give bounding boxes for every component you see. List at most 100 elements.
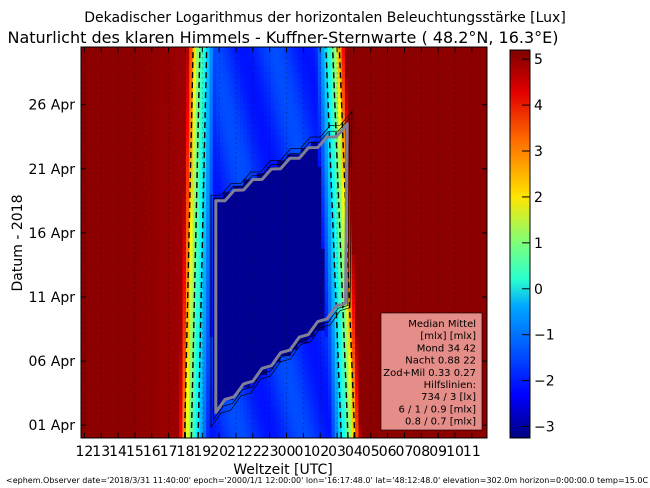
heatmap-cell bbox=[311, 65, 316, 73]
heatmap-cell bbox=[270, 72, 275, 80]
heatmap-cell bbox=[209, 154, 214, 162]
heatmap-cell bbox=[459, 47, 464, 54]
heatmap-cell bbox=[243, 141, 248, 149]
heatmap-cell bbox=[212, 84, 217, 92]
heatmap-cell bbox=[412, 292, 417, 300]
heatmap-cell bbox=[155, 78, 160, 86]
heatmap-cell bbox=[463, 110, 468, 117]
heatmap-cell bbox=[456, 47, 461, 54]
heatmap-cell bbox=[185, 72, 190, 80]
heatmap-cell bbox=[480, 261, 485, 269]
heatmap-cell bbox=[290, 179, 295, 187]
heatmap-cell bbox=[108, 248, 113, 256]
heatmap-cell bbox=[304, 286, 309, 294]
heatmap-cell bbox=[405, 204, 410, 212]
heatmap-cell bbox=[480, 274, 485, 281]
heatmap-cell bbox=[327, 204, 332, 212]
heatmap-cell bbox=[114, 292, 119, 300]
heatmap-cell bbox=[199, 173, 204, 181]
heatmap-cell bbox=[108, 229, 113, 237]
heatmap-cell bbox=[185, 47, 190, 54]
heatmap-cell bbox=[304, 229, 309, 237]
heatmap-cell bbox=[108, 128, 113, 136]
heatmap-cell bbox=[327, 242, 332, 250]
heatmap-cell bbox=[280, 274, 285, 281]
heatmap-cell bbox=[91, 47, 96, 54]
heatmap-cell bbox=[84, 116, 89, 124]
heatmap-cell bbox=[270, 217, 275, 225]
heatmap-cell bbox=[446, 147, 451, 155]
heatmap-cell bbox=[131, 236, 136, 244]
heatmap-cell bbox=[91, 72, 96, 80]
heatmap-cell bbox=[358, 204, 363, 212]
heatmap-cell bbox=[334, 217, 339, 225]
heatmap-cell bbox=[365, 97, 370, 105]
heatmap-cell bbox=[179, 292, 184, 300]
heatmap-cell bbox=[165, 141, 170, 149]
heatmap-cell bbox=[94, 173, 99, 181]
heatmap-cell bbox=[453, 122, 458, 130]
heatmap-cell bbox=[114, 229, 119, 237]
heatmap-cell bbox=[216, 160, 221, 168]
heatmap-cell bbox=[314, 160, 319, 168]
heatmap-cell bbox=[189, 280, 194, 288]
heatmap-cell bbox=[290, 128, 295, 136]
heatmap-cell bbox=[412, 128, 417, 136]
heatmap-cell bbox=[375, 116, 380, 124]
heatmap-cell bbox=[253, 128, 258, 136]
heatmap-cell bbox=[128, 160, 133, 168]
heatmap-cell bbox=[104, 173, 109, 181]
heatmap-cell bbox=[87, 223, 92, 231]
heatmap-cell bbox=[480, 255, 485, 263]
heatmap-cell bbox=[121, 53, 126, 61]
heatmap-cell bbox=[395, 185, 400, 193]
heatmap-cell bbox=[206, 72, 211, 80]
heatmap-cell bbox=[172, 78, 177, 86]
heatmap-cell bbox=[131, 166, 136, 174]
heatmap-cell bbox=[466, 261, 471, 269]
heatmap-cell bbox=[138, 274, 143, 281]
heatmap-cell bbox=[449, 274, 454, 281]
heatmap-cell bbox=[331, 135, 336, 143]
heatmap-cell bbox=[314, 192, 319, 199]
heatmap-cell bbox=[175, 97, 180, 105]
heatmap-cell bbox=[104, 103, 109, 111]
heatmap-cell bbox=[219, 135, 224, 143]
heatmap-cell bbox=[307, 210, 312, 218]
heatmap-cell bbox=[473, 59, 478, 67]
heatmap-cell bbox=[135, 84, 140, 92]
heatmap-cell bbox=[456, 229, 461, 237]
heatmap-cell bbox=[104, 84, 109, 92]
heatmap-cell bbox=[392, 47, 397, 54]
heatmap-cell bbox=[473, 166, 478, 174]
heatmap-cell bbox=[256, 261, 261, 269]
heatmap-cell bbox=[111, 97, 116, 105]
heatmap-cell bbox=[182, 147, 187, 155]
heatmap-cell bbox=[351, 217, 356, 225]
heatmap-cell bbox=[121, 173, 126, 181]
heatmap-cell bbox=[358, 128, 363, 136]
heatmap-cell bbox=[429, 97, 434, 105]
heatmap-cell bbox=[175, 116, 180, 124]
heatmap-cell bbox=[155, 198, 160, 206]
heatmap-cell bbox=[84, 53, 89, 61]
heatmap-cell bbox=[284, 242, 288, 250]
heatmap-cell bbox=[341, 179, 346, 187]
heatmap-cell bbox=[189, 97, 194, 105]
heatmap-cell bbox=[382, 198, 387, 206]
heatmap-cell bbox=[392, 223, 397, 231]
heatmap-cell bbox=[246, 192, 251, 199]
heatmap-cell bbox=[155, 59, 160, 67]
heatmap-cell bbox=[111, 173, 116, 181]
heatmap-cell bbox=[446, 292, 451, 300]
heatmap-cell bbox=[233, 280, 238, 288]
heatmap-cell bbox=[111, 91, 116, 99]
heatmap-cell bbox=[155, 267, 160, 275]
heatmap-cell bbox=[91, 128, 96, 136]
heatmap-cell bbox=[432, 122, 437, 130]
heatmap-cell bbox=[131, 204, 136, 212]
heatmap-cell bbox=[131, 97, 136, 105]
heatmap-cell bbox=[158, 261, 163, 269]
heatmap-cell bbox=[317, 223, 322, 231]
heatmap-cell bbox=[334, 299, 339, 307]
